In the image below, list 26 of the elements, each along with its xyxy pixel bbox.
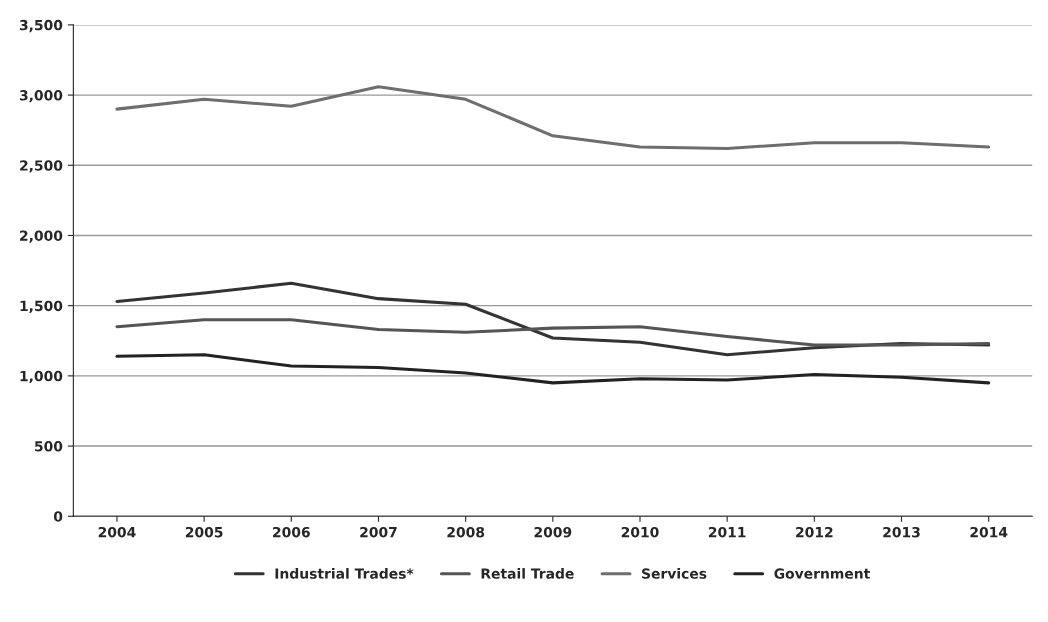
x-tick-label: 2013 — [883, 526, 920, 538]
y-tick-label: 1,500 — [20, 300, 63, 313]
x-tick-label: 2007 — [360, 526, 397, 538]
x-tick-label: 2011 — [708, 526, 746, 538]
y-tick-label: 2,000 — [20, 230, 63, 243]
line-series — [115, 318, 991, 347]
legend-label: Services — [642, 568, 707, 579]
legend-label: Industrial Trades* — [275, 568, 414, 579]
legend-label: Government — [774, 568, 870, 579]
x-tick-label: 2008 — [447, 526, 485, 538]
line-series — [115, 353, 991, 385]
x-tick-label: 2009 — [534, 526, 572, 538]
y-tick-label: 1,000 — [20, 370, 63, 384]
x-tick-label: 2006 — [273, 526, 310, 538]
x-tick-label: 2010 — [621, 526, 659, 538]
y-tick-label: 2,500 — [20, 160, 63, 173]
y-tick-label: 0 — [53, 511, 63, 522]
x-tick-label: 2005 — [185, 526, 223, 538]
x-tick-label: 2014 — [970, 526, 1008, 538]
x-tick-label: 2012 — [796, 526, 833, 538]
y-tick-label: 3,500 — [19, 19, 63, 33]
x-tick-label: 2004 — [98, 526, 136, 538]
legend-label: Retail Trade — [481, 568, 574, 579]
y-tick-label: 500 — [35, 441, 63, 452]
line-series — [115, 85, 991, 150]
y-tick-label: 3,000 — [19, 90, 63, 103]
